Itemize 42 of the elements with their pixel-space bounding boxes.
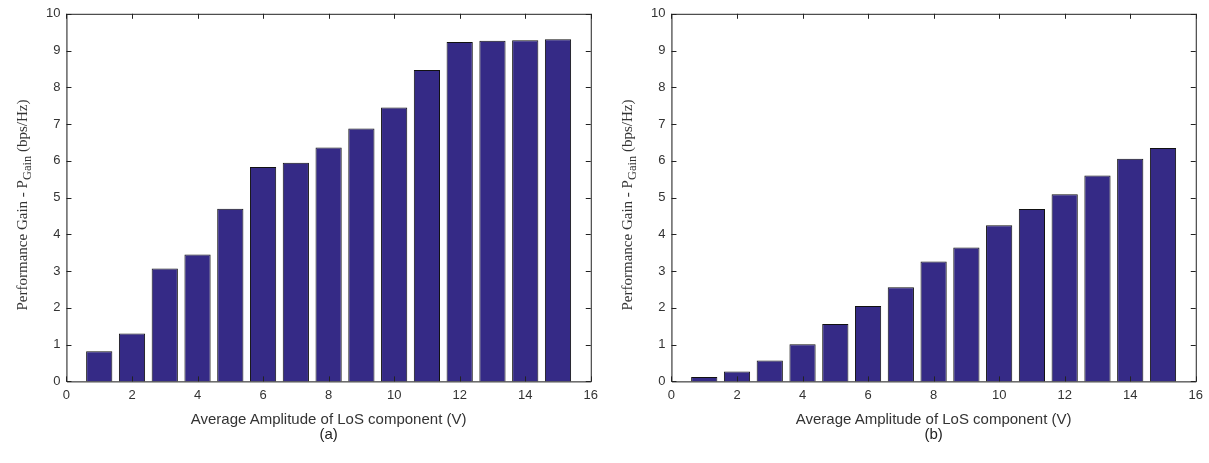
y-tick-label: 0 (53, 372, 61, 388)
x-tick-label: 14 (1123, 386, 1138, 402)
y-tick-label: 7 (53, 115, 61, 131)
y-tick-label: 8 (658, 78, 666, 94)
y-tick-label: 4 (53, 225, 61, 241)
x-tick-label: 8 (930, 386, 938, 402)
y-tick-label: 4 (658, 225, 666, 241)
y-tick-label: 9 (53, 42, 61, 58)
x-tick-label: 8 (325, 386, 333, 402)
y-tick-label: 9 (658, 42, 666, 58)
y-tick-label: 10 (45, 5, 61, 21)
x-tick-label: 6 (864, 386, 872, 402)
y-tick-label: 7 (658, 115, 666, 131)
x-tick-label: 2 (733, 386, 741, 402)
y-tick-label: 3 (53, 262, 61, 278)
y-tick-label: 5 (658, 189, 666, 205)
x-tick-label: 10 (386, 386, 402, 402)
x-tick-label: 10 (991, 386, 1007, 402)
text: (b) (924, 425, 943, 443)
x-tick-label: 4 (798, 386, 807, 402)
y-tick-label: 3 (658, 262, 666, 278)
y-tick-label: 2 (658, 299, 666, 315)
x-tick-label: 4 (193, 386, 202, 402)
y-tick-label: 6 (53, 152, 61, 168)
y-tick-label: 0 (658, 372, 666, 388)
y-tick-label: 1 (658, 336, 666, 352)
x-tick-label: 12 (1057, 386, 1072, 402)
y-tick-label: 5 (53, 189, 61, 205)
x-axis-title: Average Amplitude of LoS component (V) (795, 410, 1072, 428)
x-tick-label: 14 (518, 386, 533, 402)
y-tick-label: 10 (650, 5, 666, 21)
text: (a) (319, 425, 338, 443)
x-tick-label: 12 (452, 386, 467, 402)
y-tick-label: 8 (53, 78, 61, 94)
x-tick-label: 2 (128, 386, 136, 402)
y-tick-label: 2 (53, 299, 61, 315)
x-tick-label: 16 (583, 386, 598, 402)
x-axis-title: Average Amplitude of LoS component (V) (190, 410, 467, 428)
y-tick-label: 1 (53, 336, 61, 352)
y-tick-label: 6 (658, 152, 666, 168)
x-tick-label: 16 (1188, 386, 1203, 402)
x-tick-label: 6 (259, 386, 267, 402)
